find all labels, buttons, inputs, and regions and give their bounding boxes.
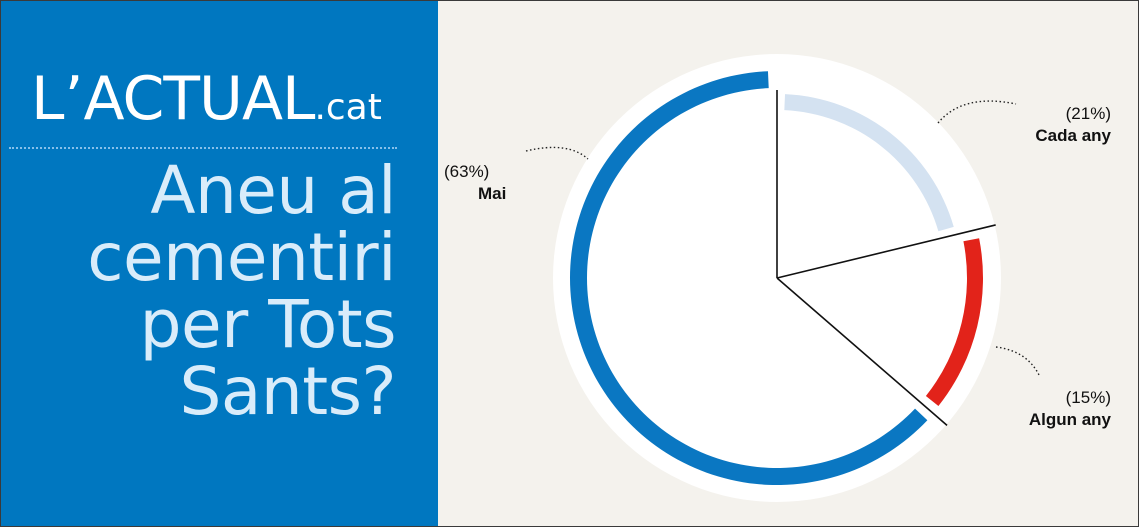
brand-logo: L’ACTUAL.cat	[31, 69, 382, 129]
question-line: Sants?	[179, 353, 397, 430]
leader-lines	[525, 100, 1041, 378]
pie-slice-cada-any	[784, 94, 954, 232]
slice-dividers	[776, 90, 996, 426]
slice-label-cada-any: Cada any	[1035, 126, 1111, 145]
slice-label-algun-any: Algun any	[1029, 410, 1112, 429]
pie-slice-mai	[570, 71, 928, 486]
slice-pct-label-algun-any: (15%)	[1066, 388, 1111, 407]
pie-chart: (63%) Mai (21%) Cada any (15%) Algun any	[444, 54, 1112, 502]
brand-main: ACTUAL	[83, 64, 316, 134]
question-line: per Tots	[139, 286, 397, 363]
pie-slice-algun-any	[925, 238, 983, 406]
leader-line-algun-any	[995, 346, 1041, 378]
question-line: Aneu al	[150, 152, 396, 229]
slice-pct-label-mai: (63%)	[444, 162, 489, 181]
slice-divider-line	[776, 224, 996, 279]
brand-prefix: L’	[31, 64, 84, 134]
dotted-divider	[9, 147, 397, 149]
slice-label-mai: Mai	[478, 184, 506, 203]
leader-line-mai	[525, 146, 589, 160]
ring-arcs	[570, 71, 983, 486]
slice-pct-label-cada-any: (21%)	[1066, 104, 1111, 123]
slice-divider-line	[776, 277, 948, 426]
title-panel: L’ACTUAL.cat Aneu al cementiri per Tots …	[1, 1, 438, 526]
question-line: cementiri	[87, 219, 396, 296]
leader-line-cada-any	[937, 100, 1017, 124]
brand-suffix: .cat	[314, 87, 382, 128]
question-title: Aneu al cementiri per Tots Sants?	[16, 157, 396, 425]
